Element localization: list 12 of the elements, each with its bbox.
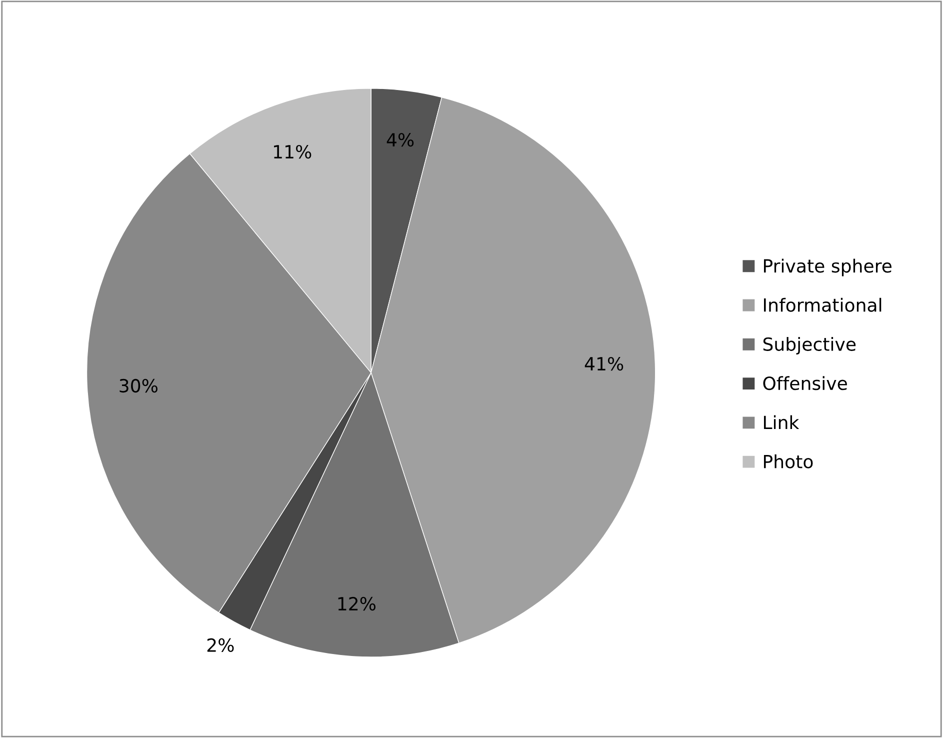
- legend-label: Offensive: [763, 376, 847, 390]
- data-label: 11%: [274, 144, 312, 159]
- legend-label: Subjective: [763, 337, 856, 354]
- data-label: 2%: [207, 638, 234, 652]
- legend-label: Informational: [764, 298, 882, 312]
- data-label: 30%: [120, 378, 158, 393]
- legend-label: Private sphere: [764, 258, 892, 276]
- data-label: 41%: [584, 356, 624, 371]
- data-label: 4%: [386, 132, 414, 147]
- legend-label: Link: [764, 415, 800, 430]
- legend-label: Photo: [764, 454, 813, 468]
- data-label: 12%: [338, 596, 376, 611]
